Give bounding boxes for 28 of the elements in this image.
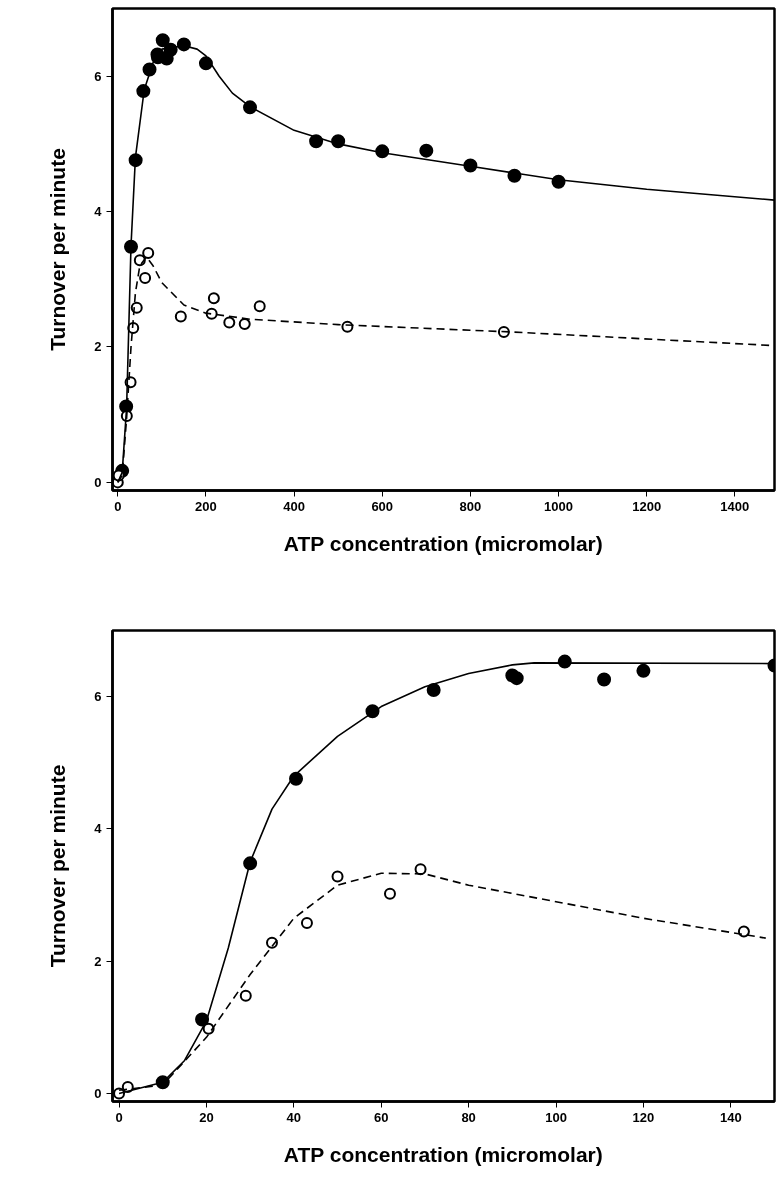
y-tick-label: 4 <box>94 821 103 837</box>
x-tick-label: 600 <box>371 498 394 514</box>
x-tick-label: 80 <box>461 1109 476 1125</box>
x-tick-label: 1000 <box>544 498 573 514</box>
y-tick-label: 6 <box>94 68 102 84</box>
y-tick-label: 2 <box>94 339 102 355</box>
x-tick-label: 1400 <box>720 498 750 514</box>
x-tick-label: 800 <box>459 498 482 514</box>
x-tick-label: 0 <box>114 498 122 514</box>
x-tick-label: 120 <box>632 1109 655 1125</box>
y-tick-label: 2 <box>94 953 102 969</box>
y-tick-label: 6 <box>94 689 102 705</box>
y-tick-label: 0 <box>94 1086 102 1102</box>
x-tick-label: 200 <box>195 498 217 514</box>
y-tick-label: 4 <box>94 204 103 220</box>
y-axis-title: Turnover per minute <box>46 148 70 351</box>
x-tick-label: 0 <box>115 1109 123 1125</box>
x-tick-label: 60 <box>374 1109 389 1125</box>
y-axis-title: Turnover per minute <box>46 764 70 968</box>
y-tick-label: 0 <box>94 474 102 490</box>
x-axis-title: ATP concentration (micromolar) <box>283 1142 603 1166</box>
x-tick-label: 400 <box>283 498 305 514</box>
x-tick-label: 140 <box>719 1109 742 1125</box>
x-tick-label: 100 <box>545 1109 567 1125</box>
x-tick-label: 40 <box>286 1109 302 1125</box>
x-axis-title: ATP concentration (micromolar) <box>283 531 603 555</box>
x-tick-label: 1200 <box>632 498 662 514</box>
x-tick-label: 20 <box>199 1109 214 1125</box>
